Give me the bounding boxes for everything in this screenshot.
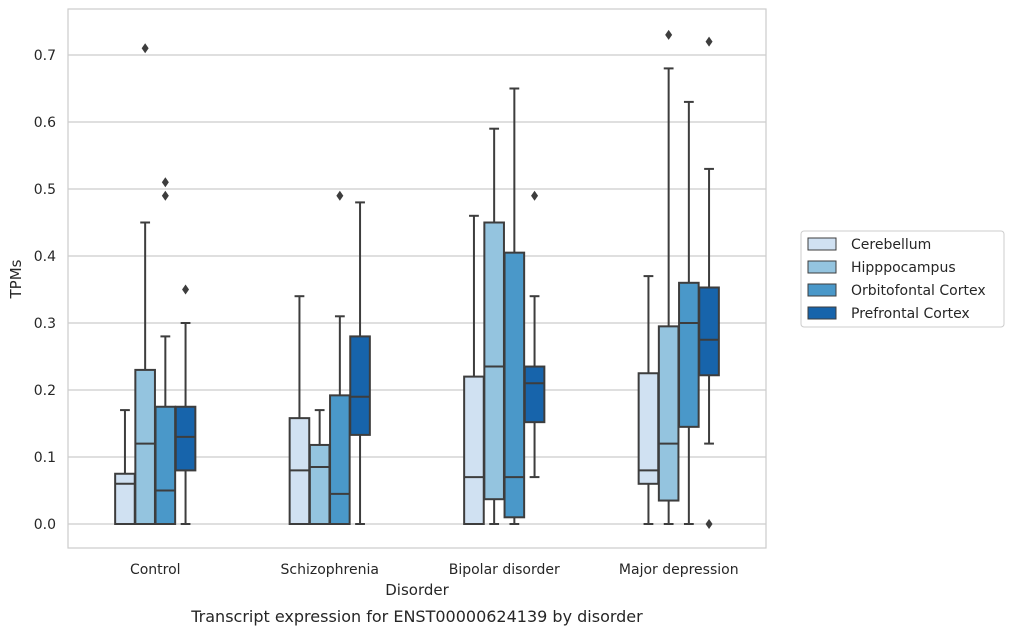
legend-swatch [807, 237, 837, 251]
outlier-point [705, 519, 713, 529]
x-tick-labels: Control Schizophrenia Bipolar disorder Majo… [130, 562, 739, 578]
box-iqr [463, 375, 485, 525]
box-iqr [637, 372, 660, 485]
outlier-point [665, 29, 673, 40]
x-tick-label: Schizophrenia [281, 562, 379, 578]
y-tick-label: 0.3 [34, 316, 56, 332]
y-tick-label: 0.7 [34, 48, 56, 64]
box-orbitofontal-cortex [329, 190, 351, 525]
legend-swatch [807, 283, 837, 297]
legend-frame [800, 230, 1005, 328]
x-tick-label: Control [130, 562, 181, 578]
box-hipppocampus [483, 127, 505, 525]
box-iqr [114, 472, 136, 525]
legend-swatch [807, 306, 837, 320]
legend: Cerebellum Hipppocampus Orbitofontal Corte… [800, 230, 1005, 328]
box-iqr [174, 405, 197, 472]
y-tick-label: 0.0 [34, 517, 56, 533]
boxes [114, 29, 720, 529]
box-iqr [154, 405, 177, 525]
box-orbitofontal-cortex [503, 87, 526, 525]
box-iqr [657, 325, 680, 502]
y-axis-label: TPMs [7, 259, 25, 299]
outlier-point [531, 190, 539, 201]
outlier-point [161, 177, 169, 188]
box-hipppocampus [657, 29, 680, 525]
plot-frame [67, 8, 767, 549]
y-tick-label: 0.5 [34, 182, 56, 198]
x-tick-label: Bipolar disorder [449, 562, 560, 578]
chart-caption: Transcript expression for ENST0000062413… [190, 607, 643, 626]
y-tick-label: 0.4 [34, 249, 56, 265]
y-tick-label: 0.6 [34, 115, 56, 131]
box-orbitofontal-cortex [678, 100, 700, 525]
box-hipppocampus [134, 43, 156, 525]
box-iqr [678, 281, 700, 428]
legend-label: Cerebellum [851, 237, 931, 253]
outlier-point [182, 284, 190, 295]
box-prefrontal-cortex [523, 190, 546, 479]
box-iqr [698, 286, 720, 377]
box-cerebellum [463, 214, 485, 525]
box-cerebellum [288, 295, 311, 526]
legend-label: Hipppocampus [851, 260, 956, 276]
outlier-point [161, 190, 169, 201]
box-orbitofontal-cortex [154, 177, 177, 525]
box-iqr [134, 368, 156, 525]
box-prefrontal-cortex [698, 36, 720, 529]
box-cerebellum [114, 409, 136, 525]
legend-swatch [807, 260, 837, 274]
box-prefrontal-cortex [174, 284, 197, 525]
box-cerebellum [637, 275, 660, 525]
box-hipppocampus [308, 409, 331, 525]
outlier-point [705, 36, 713, 47]
box-iqr [349, 335, 371, 436]
outlier-point [336, 190, 344, 201]
y-tick-label: 0.2 [34, 383, 56, 399]
box-iqr [308, 443, 331, 525]
y-tick-label: 0.1 [34, 450, 56, 466]
x-tick-label: Major depression [619, 562, 739, 578]
box-iqr [483, 221, 505, 501]
legend-label: Prefrontal Cortex [851, 306, 970, 322]
box-prefrontal-cortex [349, 201, 371, 525]
box-iqr [523, 365, 546, 424]
box-iqr [329, 394, 351, 525]
y-tick-labels: 0.0 0.1 0.2 0.3 0.4 0.5 0.6 0.7 [34, 48, 56, 533]
x-axis-label: Disorder [385, 581, 449, 599]
legend-label: Orbitofontal Cortex [851, 283, 986, 299]
outlier-point [141, 43, 149, 54]
